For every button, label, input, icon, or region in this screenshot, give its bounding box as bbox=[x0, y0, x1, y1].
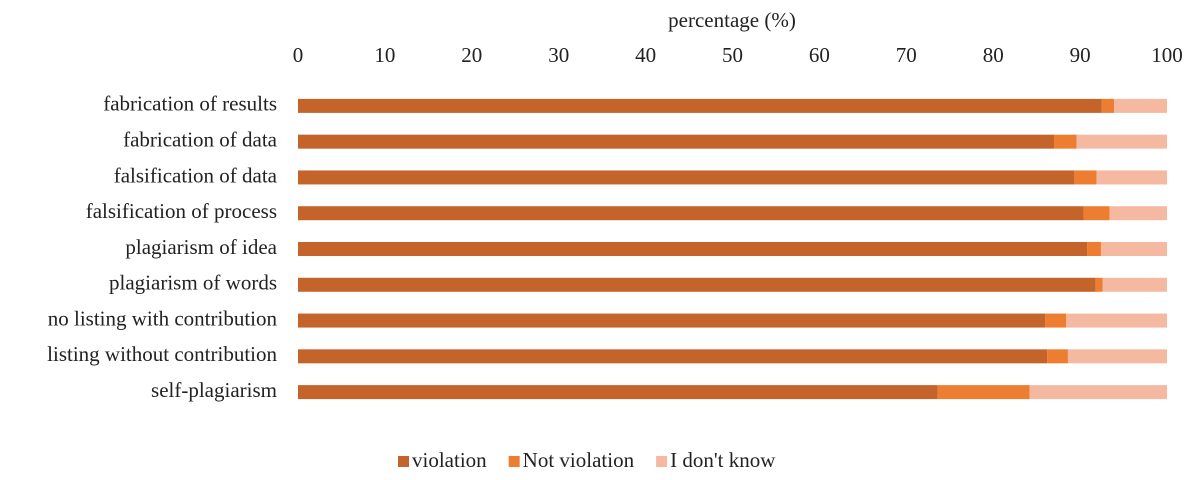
legend-label: I don't know bbox=[670, 448, 776, 472]
bar-segment bbox=[1083, 206, 1110, 221]
y-tick-label: listing without contribution bbox=[47, 342, 277, 366]
legend-swatch bbox=[656, 456, 668, 467]
bar-segment bbox=[1095, 277, 1103, 292]
bar-segment bbox=[298, 277, 1096, 292]
bar-segment bbox=[1113, 98, 1167, 113]
bar-segment bbox=[1100, 242, 1167, 256]
y-tick-label: falsification of data bbox=[114, 163, 278, 187]
legend-swatch bbox=[398, 456, 409, 467]
bar-segment bbox=[298, 98, 1102, 113]
bar-segment bbox=[1096, 170, 1167, 185]
bar-segment bbox=[298, 349, 1048, 364]
y-tick-label: no listing with contribution bbox=[48, 306, 278, 330]
x-tick-label: 80 bbox=[983, 43, 1004, 67]
y-tick-label: fabrication of data bbox=[123, 127, 278, 151]
legend-label: Not violation bbox=[523, 448, 635, 472]
bar-segment bbox=[298, 170, 1075, 185]
y-tick-label: plagiarism of idea bbox=[125, 235, 277, 259]
x-tick-label: 70 bbox=[896, 43, 917, 67]
legend-label: violation bbox=[412, 448, 487, 472]
bar-segment bbox=[298, 242, 1088, 256]
bar-segment bbox=[1087, 242, 1101, 256]
x-tick-label: 40 bbox=[635, 43, 656, 67]
x-tick-label: 0 bbox=[293, 43, 304, 67]
bar-segment bbox=[298, 206, 1084, 221]
bar-segment bbox=[1109, 206, 1167, 221]
x-tick-label: 60 bbox=[809, 43, 830, 67]
x-tick-label: 100 bbox=[1151, 43, 1183, 67]
x-tick-label: 10 bbox=[374, 43, 395, 67]
y-tick-label: self-plagiarism bbox=[151, 378, 277, 402]
bar-segment bbox=[1054, 134, 1077, 149]
x-tick-label: 30 bbox=[548, 43, 569, 67]
legend-swatch bbox=[508, 456, 520, 467]
bar-segment bbox=[1076, 134, 1167, 149]
bar-segment bbox=[1102, 277, 1167, 292]
bar-segment bbox=[1047, 349, 1068, 364]
x-tick-label: 20 bbox=[461, 43, 482, 67]
x-tick-label: 50 bbox=[722, 43, 743, 67]
x-tick-label: 90 bbox=[1070, 43, 1091, 67]
bar-segment bbox=[298, 134, 1055, 149]
bar-segment bbox=[298, 385, 938, 400]
bar-segment bbox=[1029, 385, 1167, 400]
bar-segment bbox=[1066, 313, 1167, 328]
bar-segment bbox=[937, 385, 1030, 400]
y-tick-label: fabrication of results bbox=[103, 92, 277, 116]
bar-segment bbox=[1101, 98, 1114, 113]
bar-segment bbox=[298, 313, 1046, 328]
bar-segment bbox=[1045, 313, 1067, 328]
bar-segment bbox=[1067, 349, 1167, 364]
bar-segment bbox=[1074, 170, 1097, 185]
x-axis-title: percentage (%) bbox=[668, 8, 796, 32]
y-tick-label: falsification of process bbox=[86, 199, 277, 223]
y-tick-label: plagiarism of words bbox=[109, 271, 277, 295]
